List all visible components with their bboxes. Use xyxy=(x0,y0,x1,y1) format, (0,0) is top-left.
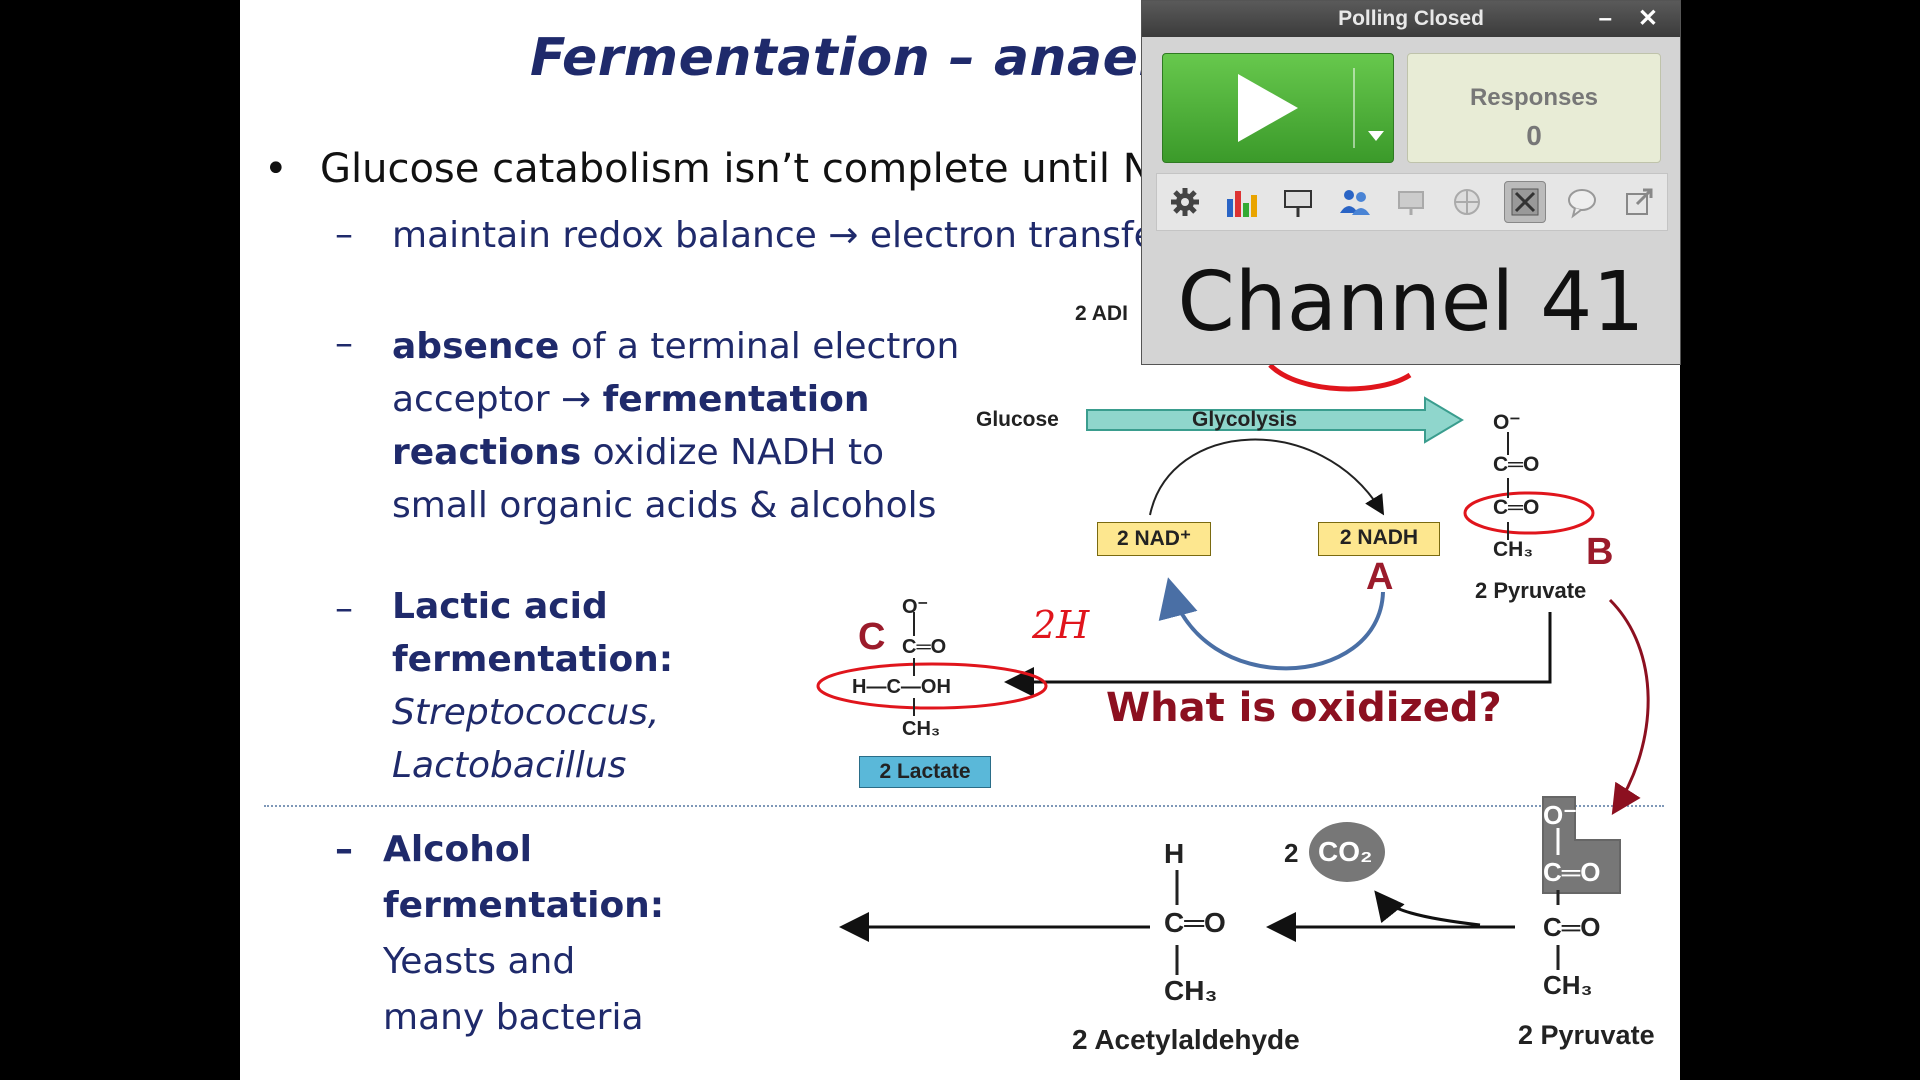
co2-release-arrow xyxy=(1374,890,1481,927)
pyruvate-o-minus: O⁻ xyxy=(1493,411,1521,434)
responses-panel: Responses 0 xyxy=(1407,53,1661,163)
acetylaldehyde-label: 2 Acetylaldehyde xyxy=(1072,1024,1300,1055)
red-circle-pyruvate xyxy=(1463,491,1595,535)
co2-count: 2 xyxy=(1284,838,1299,868)
red-circle-lactate xyxy=(816,662,1048,710)
minimize-button[interactable]: – xyxy=(1598,5,1612,32)
fermentation-word: fermentation xyxy=(602,379,870,420)
pyr2-ketone: C═O xyxy=(1543,912,1601,942)
nad-box: 2 NAD⁺ xyxy=(1097,522,1211,556)
poll-titlebar[interactable]: Polling Closed – ✕ xyxy=(1142,1,1680,37)
oxidize-text: oxidize NADH to xyxy=(581,432,885,473)
gear-icon[interactable] xyxy=(1165,182,1205,222)
adp-label: 2 ADI xyxy=(1075,302,1128,325)
alcohol-line3: Yeasts and xyxy=(383,941,576,982)
organism-2: Lactobacillus xyxy=(392,745,627,786)
nad-cycle-arc xyxy=(1149,438,1385,516)
bar-chart-icon[interactable] xyxy=(1222,182,1262,222)
label-c: C xyxy=(858,616,886,658)
label-a: A xyxy=(1366,556,1394,598)
dropdown-arrow-icon[interactable] xyxy=(1366,129,1386,143)
nadh-box: 2 NADH xyxy=(1318,522,1440,556)
close-button[interactable]: ✕ xyxy=(1637,5,1658,32)
red-curve-arrow xyxy=(1608,598,1650,816)
acetyl-h: H xyxy=(1164,838,1185,869)
dash: – xyxy=(335,323,353,364)
pyruvate-label: 2 Pyruvate xyxy=(1475,578,1587,603)
participants-icon[interactable] xyxy=(1335,182,1375,222)
lactic-line2: fermentation: xyxy=(392,639,674,680)
bullet-dot: • xyxy=(264,146,288,192)
export-icon[interactable] xyxy=(1619,182,1659,222)
acids-text: small organic acids & alcohols xyxy=(392,485,937,526)
dash: – xyxy=(335,588,353,629)
speech-bubble-icon[interactable] xyxy=(1562,182,1602,222)
responses-label: Responses xyxy=(1469,84,1599,111)
poll-toolbar xyxy=(1156,173,1668,231)
co2-label: CO₂ xyxy=(1318,836,1373,867)
acetyl-carbonyl: C═O xyxy=(1164,907,1226,938)
dotted-divider xyxy=(264,805,1664,807)
diagram-arrows xyxy=(816,363,1650,975)
organism-1: Streptococcus, xyxy=(392,692,660,733)
monitor-icon[interactable] xyxy=(1391,182,1431,222)
bullet-glucose: Glucose catabolism isn’t complete until … xyxy=(320,146,1180,192)
pyruvate-to-lactate-arrow xyxy=(1004,612,1552,697)
glycolysis-arrow xyxy=(1086,396,1464,444)
presentation-icon[interactable] xyxy=(1278,182,1318,222)
red-scribble xyxy=(1268,363,1412,392)
label-b: B xyxy=(1586,531,1614,573)
co2-bubble xyxy=(1309,822,1385,882)
lactate-carboxyl: C═O xyxy=(902,636,947,658)
lactate-hcoh: H—C—OH xyxy=(852,676,951,698)
what-is-oxidized: What is oxidized? xyxy=(1106,685,1502,731)
responses-count: 0 xyxy=(1526,120,1542,151)
alcohol-line2: fermentation: xyxy=(383,885,665,926)
lactate-o-minus: O⁻ xyxy=(902,596,929,618)
dash: – xyxy=(335,829,353,870)
pyr2-carboxyl: C═O xyxy=(1543,857,1601,887)
lactic-line1: Lactic acid xyxy=(392,586,608,627)
pyruvate-carboxyl: C═O xyxy=(1493,453,1540,476)
acceptor-text: acceptor → xyxy=(392,379,603,420)
play-icon xyxy=(1238,74,1298,142)
start-polling-button[interactable] xyxy=(1162,53,1394,163)
sub-absence: absence of a terminal electron acceptor … xyxy=(392,320,959,532)
reactions-word: reactions xyxy=(392,432,582,473)
glycolysis-label: Glycolysis xyxy=(1192,408,1298,431)
polling-widget: Polling Closed – ✕ Responses 0 xyxy=(1141,0,1681,365)
globe-icon[interactable] xyxy=(1447,182,1487,222)
lactate-box: 2 Lactate xyxy=(859,756,991,788)
handwritten-2h: 2H xyxy=(1032,603,1090,647)
sub-redox: maintain redox balance → electron transf… xyxy=(392,215,1156,256)
glucose-label: Glucose xyxy=(976,408,1059,431)
carboxyl-highlight xyxy=(1542,796,1621,894)
pyruvate-ketone: C═O xyxy=(1493,496,1540,519)
pyruvate-ch3: CH₃ xyxy=(1493,538,1534,561)
pyruvate2-label: 2 Pyruvate xyxy=(1518,1020,1655,1050)
absence-word: absence xyxy=(392,326,560,367)
x-chart-icon[interactable] xyxy=(1503,181,1546,223)
sub-lactic: Lactic acid fermentation: Streptococcus,… xyxy=(392,580,673,792)
sub-alcohol: Alcohol fermentation: Yeasts and many ba… xyxy=(383,822,664,1046)
slide-title: Fermentation – anaero xyxy=(530,28,1201,88)
acetyl-ch3: CH₃ xyxy=(1164,975,1218,1006)
poll-title: Polling Closed xyxy=(1338,7,1484,30)
absence-text: of a terminal electron xyxy=(559,326,960,367)
lactate-ch3: CH₃ xyxy=(902,718,941,740)
alcohol-line1: Alcohol xyxy=(383,829,532,870)
nadh-return-arc xyxy=(1158,577,1385,671)
alcohol-line4: many bacteria xyxy=(383,997,644,1038)
dash: – xyxy=(335,214,353,255)
pyr2-ch3: CH₃ xyxy=(1543,970,1593,1000)
channel-display: Channel 41 xyxy=(1177,255,1645,350)
pyr2-o-minus: O⁻ xyxy=(1543,800,1577,830)
